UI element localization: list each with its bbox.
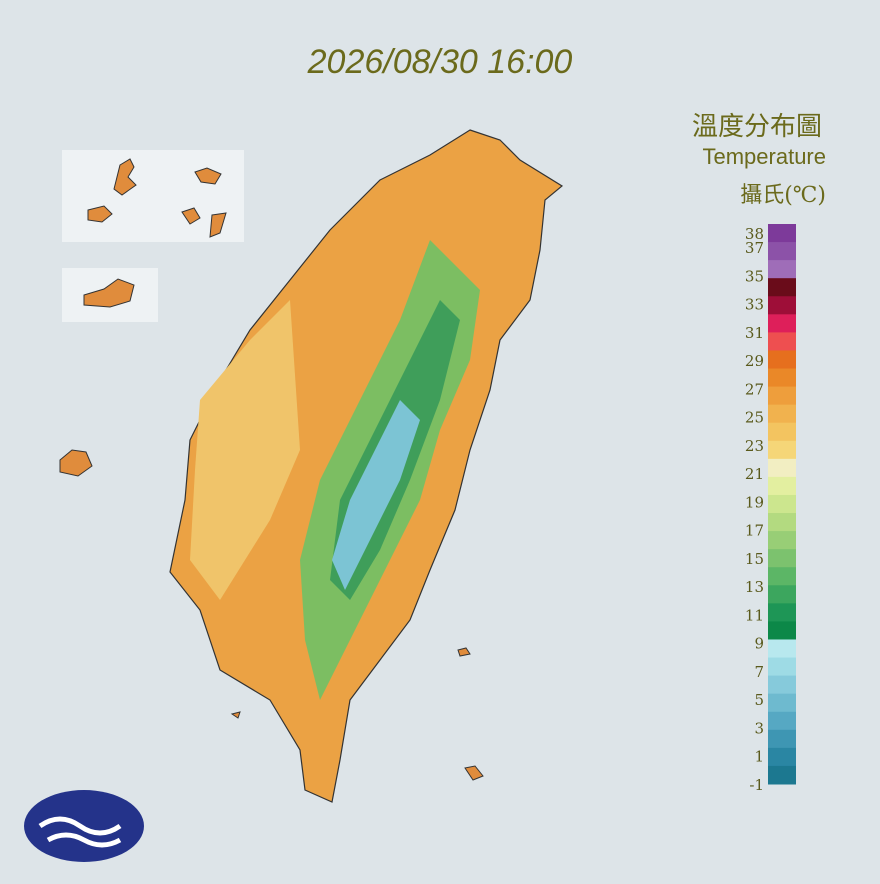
legend-swatch (768, 476, 796, 496)
legend-label: 13 (745, 578, 764, 596)
legend-swatch (768, 296, 796, 315)
timestamp: 2026/08/30 16:00 (307, 43, 573, 81)
legend-swatch (768, 458, 796, 478)
legend-swatch (768, 747, 796, 767)
legend-label: 5 (754, 691, 764, 709)
legend-label: 3 (754, 719, 764, 737)
legend-label: 31 (745, 324, 764, 342)
legend-swatch (768, 242, 796, 261)
legend-label: 9 (754, 635, 764, 653)
legend-label: 7 (754, 663, 764, 681)
islands (59, 158, 484, 781)
legend-swatch (768, 765, 796, 785)
legend-swatch (768, 440, 796, 460)
legend-swatch (768, 729, 796, 749)
legend-label: 17 (745, 522, 764, 540)
legend-swatch (768, 404, 796, 424)
legend-swatch (768, 386, 796, 406)
plain (190, 300, 300, 600)
legend-swatch (768, 693, 796, 713)
logo-mark (38, 816, 122, 848)
legend-label: 29 (745, 352, 764, 370)
legend-swatch (768, 549, 796, 568)
legend-swatch (768, 494, 796, 514)
legend-label: 35 (745, 267, 764, 285)
legend-swatch (768, 567, 796, 586)
legend-swatch (768, 675, 796, 695)
legend-swatch (768, 603, 796, 622)
legend-swatch (768, 621, 796, 640)
legend-title: 溫度分布圖 (692, 112, 822, 142)
legend-swatch (768, 422, 796, 442)
legend-swatch (768, 278, 796, 297)
legend-swatch (768, 314, 796, 333)
legend-label: 21 (745, 465, 764, 483)
legend-label: 27 (745, 380, 764, 398)
legend-swatch (768, 368, 796, 388)
legend-swatch (768, 657, 796, 677)
legend-swatch (768, 711, 796, 731)
legend-swatch (768, 350, 796, 370)
legend-label: -1 (749, 776, 764, 794)
legend-swatch (768, 224, 796, 243)
legend-subtitle: Temperature (702, 144, 826, 169)
legend-label: 33 (745, 296, 764, 314)
legend-label: 11 (745, 606, 764, 624)
legend-label: 15 (745, 550, 764, 568)
legend-swatch (768, 639, 796, 659)
legend-swatch (768, 585, 796, 604)
legend-label: 25 (745, 409, 764, 427)
legend-swatch (768, 513, 796, 532)
legend-unit: 攝氏(℃) (740, 183, 826, 208)
legend-label: 37 (745, 239, 764, 257)
legend-swatch (768, 531, 796, 550)
legend-label: 23 (745, 437, 764, 455)
legend-label: 38 (745, 225, 764, 243)
legend-swatch (768, 332, 796, 351)
peaks (332, 400, 420, 590)
legend-label: 1 (754, 748, 764, 766)
legend-label: 19 (745, 493, 764, 511)
legend-swatch (768, 260, 796, 279)
